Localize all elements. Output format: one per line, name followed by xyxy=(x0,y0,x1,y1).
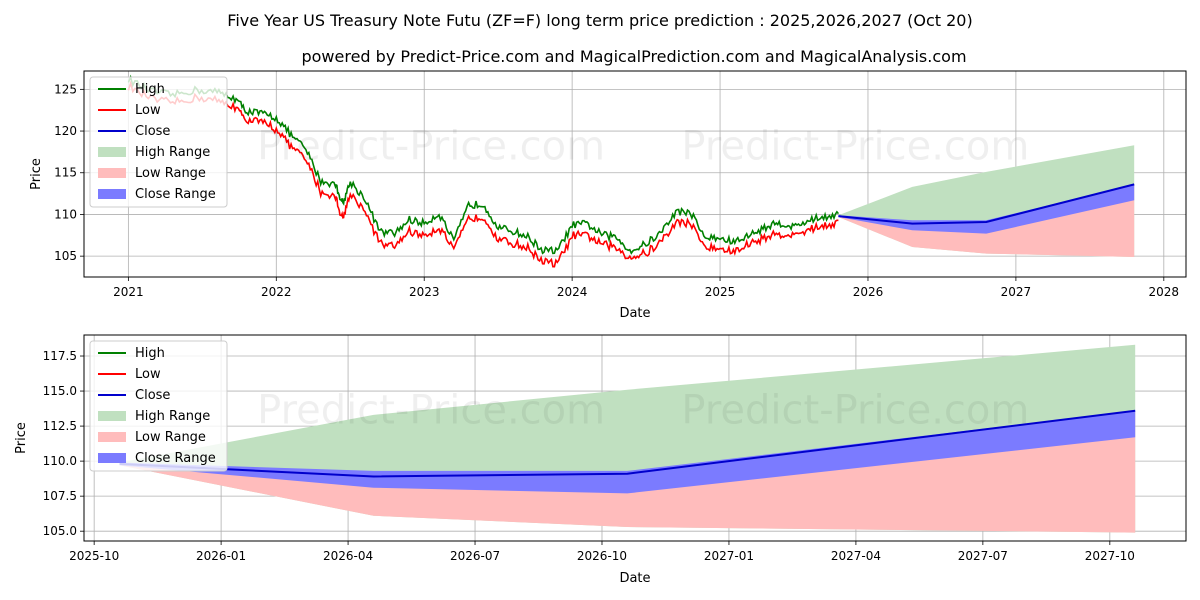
low-range-band xyxy=(119,410,1136,533)
y-tick-label: 125 xyxy=(54,82,77,96)
y-tick-label: 117.5 xyxy=(43,349,77,363)
low-range-band xyxy=(838,184,1135,257)
legend-label-low-range: Low Range xyxy=(135,166,206,181)
y-axis-label: Price xyxy=(29,158,44,190)
y-tick-label: 115.0 xyxy=(43,384,77,398)
y-tick-label: 112.5 xyxy=(43,419,77,433)
legend-label-low-range: Low Range xyxy=(135,430,206,445)
x-tick-label: 2022 xyxy=(261,285,292,299)
x-tick-label: 2026 xyxy=(853,285,884,299)
close-range-band xyxy=(838,184,1135,234)
watermark: Predict-Price.com xyxy=(257,388,605,434)
legend-swatch-high-range xyxy=(98,411,126,421)
x-tick-label: 2025-10 xyxy=(69,549,119,563)
x-tick-label: 2028 xyxy=(1149,285,1180,299)
legend: High Low Close High Range Low Range Close Ran… xyxy=(89,340,228,472)
x-tick-label: 2027-01 xyxy=(704,549,754,563)
watermark: Predict-Price.com xyxy=(257,124,605,170)
y-tick-label: 105.0 xyxy=(43,524,77,538)
close-forecast-line xyxy=(838,183,1135,225)
legend-label-close-range: Close Range xyxy=(135,451,216,466)
y-axis-label: Price xyxy=(14,422,29,454)
x-tick-label: 2026-04 xyxy=(323,549,373,563)
legend-swatch-close-range xyxy=(98,189,126,199)
legend-label-close: Close xyxy=(135,388,170,403)
y-tick-label: 105 xyxy=(54,249,77,263)
watermark: Predict-Price.com xyxy=(681,124,1029,170)
legend-swatch-low-range xyxy=(98,168,126,178)
x-tick-label: 2027-10 xyxy=(1085,549,1135,563)
plot-content xyxy=(127,74,1135,268)
x-axis-label: Date xyxy=(619,571,650,586)
legend: High Low Close High Range Low Range Close Ran… xyxy=(89,76,228,208)
legend-label-low: Low xyxy=(135,367,161,382)
watermark: Predict-Price.com xyxy=(681,388,1029,434)
legend-label-close-range: Close Range xyxy=(135,187,216,202)
chart-title: Five Year US Treasury Note Futu (ZF=F) l… xyxy=(227,11,972,30)
legend-label-high-range: High Range xyxy=(135,145,210,160)
x-tick-label: 2027-07 xyxy=(958,549,1008,563)
close-range-band xyxy=(119,410,1136,494)
y-tick-label: 107.5 xyxy=(43,489,77,503)
close-forecast-line xyxy=(119,409,1136,478)
legend-label-low: Low xyxy=(135,103,161,118)
prediction-panel: 2025-10 2026-01 2026-04 2026-07 2026-10 2027-… xyxy=(14,334,1187,586)
axes-frame xyxy=(83,70,1187,278)
x-tick-label: 2026-01 xyxy=(196,549,246,563)
x-tick-label: 2023 xyxy=(409,285,440,299)
y-tick-label: 120 xyxy=(54,124,77,138)
legend-swatch-high-range xyxy=(98,147,126,157)
y-tick-label: 110.0 xyxy=(43,454,77,468)
high-price-line xyxy=(127,74,840,255)
y-tick-label: 115 xyxy=(54,166,77,180)
x-axis-label: Date xyxy=(619,306,650,321)
legend-label-close: Close xyxy=(135,124,170,139)
x-tick-label: 2027 xyxy=(1001,285,1032,299)
legend-label-high: High xyxy=(135,82,165,97)
x-tick-label: 2024 xyxy=(557,285,588,299)
legend-label-high-range: High Range xyxy=(135,409,210,424)
low-price-line xyxy=(127,80,839,268)
legend-swatch-low-range xyxy=(98,432,126,442)
x-tick-label: 2027-04 xyxy=(831,549,881,563)
legend-swatch-close-range xyxy=(98,453,126,463)
x-tick-label: 2021 xyxy=(113,285,144,299)
axes-frame xyxy=(83,334,1187,542)
x-tick-label: 2026-07 xyxy=(450,549,500,563)
legend-label-high: High xyxy=(135,346,165,361)
plot-content xyxy=(119,344,1136,533)
chart-subtitle: powered by Predict-Price.com and Magical… xyxy=(301,47,966,66)
x-tick-label: 2026-10 xyxy=(577,549,627,563)
history-panel: 2021 2022 2023 2024 2025 2026 2027 2028 105 110 11… xyxy=(29,70,1187,321)
x-tick-label: 2025 xyxy=(705,285,736,299)
y-tick-label: 110 xyxy=(54,207,77,221)
